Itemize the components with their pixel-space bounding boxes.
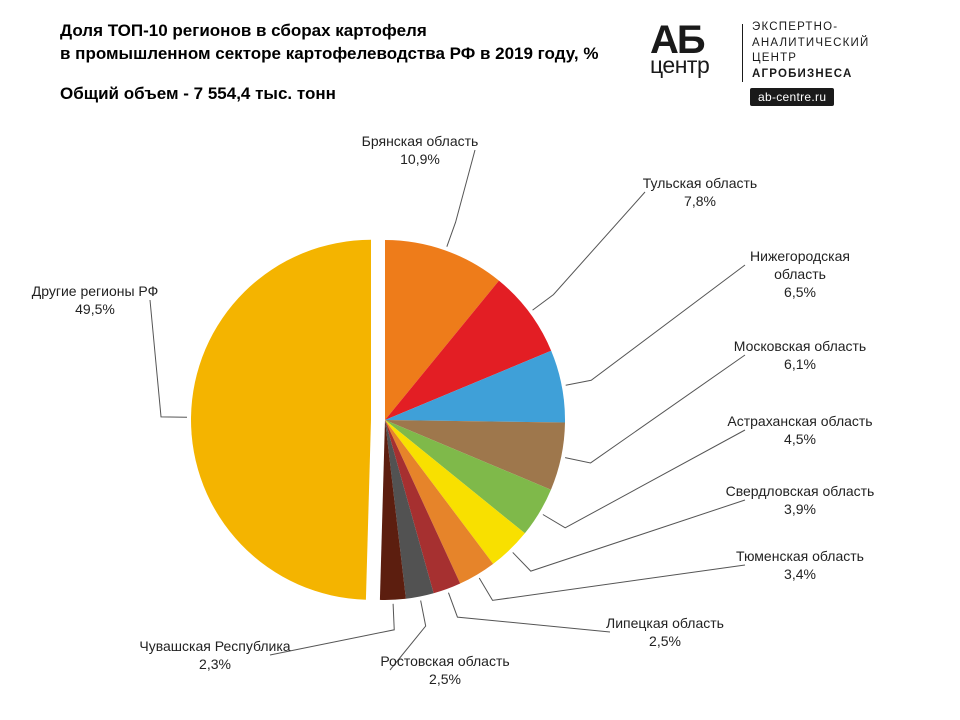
slice-label: Тульская область 7,8% [610, 174, 790, 210]
slice-label: Брянская область 10,9% [330, 132, 510, 168]
slice-label: Ростовская область 2,5% [355, 652, 535, 688]
slice-label: Тюменская область 3,4% [710, 547, 890, 583]
slice-label: Московская область 6,1% [710, 337, 890, 373]
slice-label: Чувашская Республика 2,3% [125, 637, 305, 673]
slice-label: Астраханская область 4,5% [710, 412, 890, 448]
slice-label: Другие регионы РФ 49,5% [5, 282, 185, 318]
slice-label: Нижегородская область 6,5% [710, 247, 890, 302]
leader-line [479, 565, 745, 600]
pie-slice [191, 240, 371, 600]
slice-label: Свердловская область 3,9% [710, 482, 890, 518]
slice-label: Липецкая область 2,5% [575, 614, 755, 650]
